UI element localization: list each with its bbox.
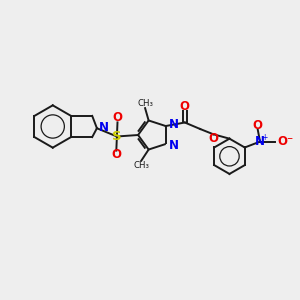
Text: N: N bbox=[169, 118, 178, 131]
Text: O: O bbox=[112, 112, 122, 124]
Text: N: N bbox=[99, 121, 109, 134]
Text: O: O bbox=[253, 118, 263, 132]
Text: S: S bbox=[112, 130, 122, 143]
Text: O: O bbox=[208, 133, 218, 146]
Text: CH₃: CH₃ bbox=[137, 99, 153, 108]
Text: O⁻: O⁻ bbox=[278, 135, 294, 148]
Text: O: O bbox=[180, 100, 190, 112]
Text: CH₃: CH₃ bbox=[133, 161, 149, 170]
Text: N: N bbox=[255, 135, 265, 148]
Text: +: + bbox=[261, 133, 267, 142]
Text: N: N bbox=[169, 139, 178, 152]
Text: O: O bbox=[111, 148, 121, 161]
